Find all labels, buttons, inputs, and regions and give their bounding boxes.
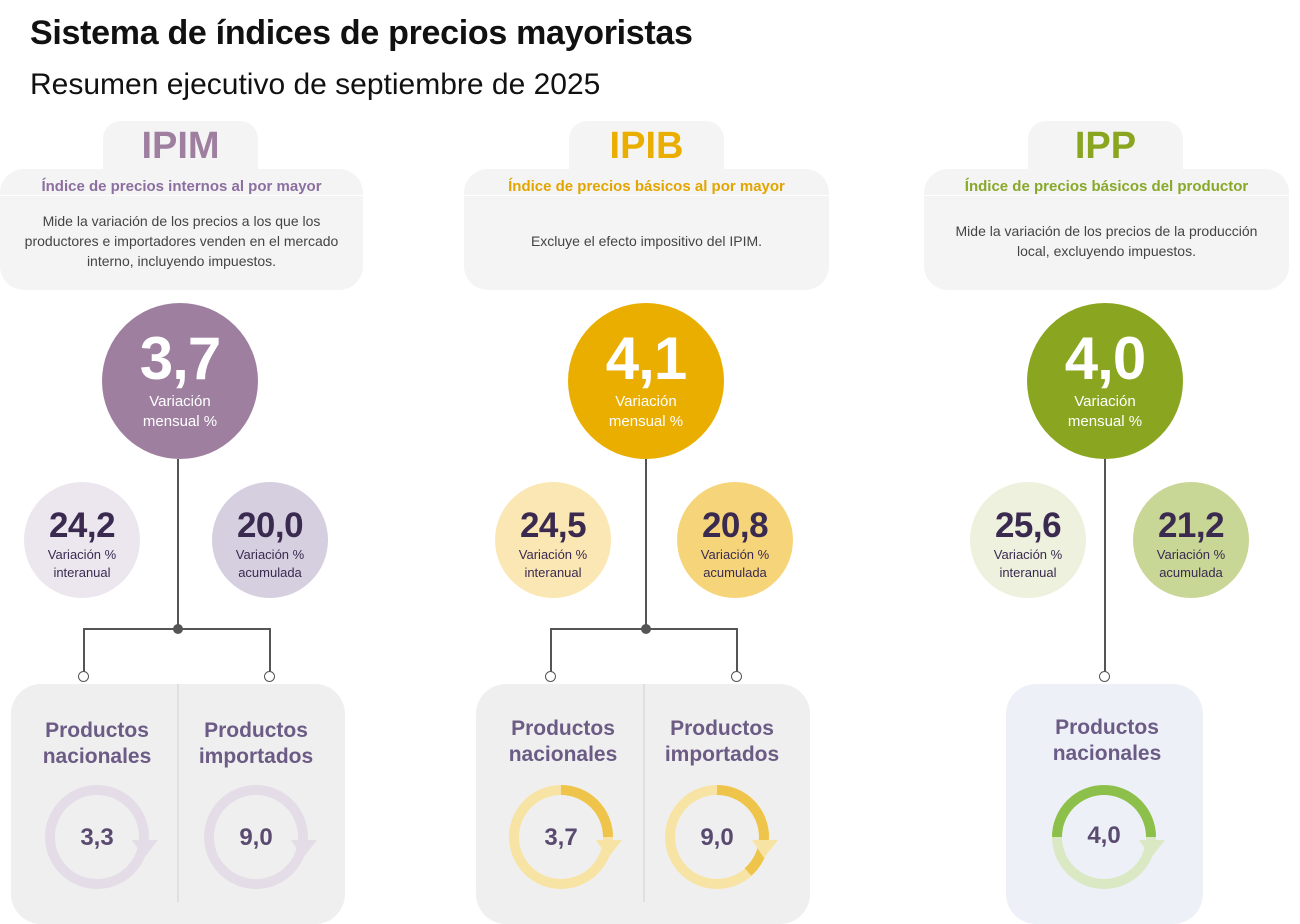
ipib-product-nacionales-label-2: nacionales — [508, 743, 618, 766]
ipib-yoy-label-2: interanual — [524, 565, 582, 580]
ipp-yoy-label: Variación % — [993, 547, 1063, 562]
ipim-name: Índice de precios internos al por mayor — [41, 178, 322, 195]
junction-dot — [641, 624, 651, 634]
ipib-monthly-circle: 4,1 Variación mensual % — [568, 303, 724, 459]
connector-line — [1104, 459, 1106, 672]
ipib-monthly-label-2: mensual % — [608, 413, 684, 430]
ipim-monthly-label: Variación — [149, 393, 211, 410]
ipib-product-importados-label: Productos importados — [637, 716, 807, 768]
ipp-ytd-circle: 21,2 Variación % acumulada — [1133, 482, 1249, 598]
ipim-ytd-label: Variación % — [235, 547, 305, 562]
ipib-nacionales-value: 3,7 — [544, 824, 578, 851]
ipp-monthly-label: Variación — [1074, 393, 1136, 410]
ipib-importados-gauge-icon — [665, 785, 778, 889]
ipib-product-importados-label-1: Productos — [670, 717, 774, 740]
ipp-monthly-value: 4,0 — [1064, 325, 1146, 392]
ipim-card: Índice de precios internos al por mayor … — [0, 169, 363, 290]
ipp-ytd-value: 21,2 — [1157, 506, 1225, 545]
ipim-product-importados-label-2: importados — [198, 745, 314, 768]
ipim-yoy-label-2: interanual — [53, 565, 111, 580]
ipib-product-nacionales-label-1: Productos — [511, 717, 615, 740]
connector-end — [78, 671, 89, 682]
ipp-nacionales-gauge-icon — [1052, 785, 1165, 889]
connector-end — [545, 671, 556, 682]
ipim-product-nacionales-label-2: nacionales — [42, 745, 152, 768]
ipib-ytd-value: 20,8 — [701, 506, 769, 545]
ipim-nacionales-gauge-icon — [45, 785, 158, 889]
junction-dot — [173, 624, 183, 634]
ipp-monthly-circle: 4,0 Variación mensual % — [1027, 303, 1183, 459]
ipim-monthly-circle: 3,7 Variación mensual % — [102, 303, 258, 459]
ipim-product-importados-label: Productos importados — [171, 718, 341, 770]
ipim-ytd-circle: 20,0 Variación % acumulada — [212, 482, 328, 598]
ipib-name: Índice de precios básicos al por mayor — [508, 178, 785, 195]
ipim-description: Mide la variación de los precios a los q… — [24, 213, 339, 269]
ipim-product-nacionales-label: Productos nacionales — [12, 718, 182, 770]
ipib-yoy-label: Variación % — [518, 547, 588, 562]
ipp-nacionales-value: 4,0 — [1087, 822, 1121, 849]
connector-line — [645, 459, 647, 629]
ipib-tab: IPIB — [569, 121, 724, 173]
ipp-description: Mide la variación de los precios de la p… — [955, 223, 1258, 259]
page-subtitle: Resumen ejecutivo de septiembre de 2025 — [30, 68, 601, 101]
ipim-monthly-value: 3,7 — [139, 325, 221, 392]
ipib-yoy-circle: 24,5 Variación % interanual — [495, 482, 611, 598]
connector-drop — [550, 628, 552, 672]
ipib-description: Excluye el efecto impositivo del IPIM. — [530, 233, 763, 249]
ipp-ytd-label-2: acumulada — [1159, 565, 1223, 580]
connector-end — [1099, 671, 1110, 682]
ipib-importados-value: 9,0 — [700, 824, 734, 851]
ipim-yoy-value: 24,2 — [48, 506, 116, 545]
ipim-ytd-label-2: acumulada — [238, 565, 302, 580]
ipib-monthly-label: Variación — [615, 393, 677, 410]
connector-drop — [736, 628, 738, 672]
ipib-product-importados-label-2: importados — [664, 743, 780, 766]
ipp-ytd-label: Variación % — [1156, 547, 1226, 562]
ipim-yoy-circle: 24,2 Variación % interanual — [24, 482, 140, 598]
ipib-yoy-value: 24,5 — [519, 506, 587, 545]
page-title: Sistema de índices de precios mayoristas — [30, 14, 693, 52]
divider — [643, 684, 645, 902]
ipp-product-nacionales-label-2: nacionales — [1052, 742, 1162, 765]
divider — [177, 684, 179, 902]
ipib-ytd-label: Variación % — [700, 547, 770, 562]
ipp-name: Índice de precios básicos del productor — [964, 178, 1249, 195]
ipim-product-importados-label-1: Productos — [204, 719, 308, 742]
ipim-product-nacionales-label-1: Productos — [45, 719, 149, 742]
connector-line — [177, 459, 179, 629]
ipim-tab: IPIM — [103, 121, 258, 173]
ipp-product-nacionales-label: Productos nacionales — [1022, 715, 1192, 767]
ipp-monthly-label-2: mensual % — [1067, 413, 1143, 430]
ipp-yoy-value: 25,6 — [994, 506, 1062, 545]
ipib-card: Índice de precios básicos al por mayor E… — [464, 169, 829, 290]
ipib-product-nacionales-label: Productos nacionales — [478, 716, 648, 768]
ipp-product-nacionales-label-1: Productos — [1055, 716, 1159, 739]
ipp-tab: IPP — [1028, 121, 1183, 173]
ipim-monthly-label-2: mensual % — [142, 413, 218, 430]
ipim-nacionales-value: 3,3 — [80, 824, 114, 851]
ipim-importados-gauge-icon — [204, 785, 317, 889]
ipim-ytd-value: 20,0 — [236, 506, 304, 545]
ipp-card: Índice de precios básicos del productor … — [924, 169, 1289, 290]
connector-end — [264, 671, 275, 682]
connector-end — [731, 671, 742, 682]
ipp-yoy-label-2: interanual — [999, 565, 1057, 580]
connector-drop — [269, 628, 271, 672]
ipib-nacionales-gauge-icon — [509, 785, 622, 889]
ipim-yoy-label: Variación % — [47, 547, 117, 562]
ipp-yoy-circle: 25,6 Variación % interanual — [970, 482, 1086, 598]
ipim-importados-value: 9,0 — [239, 824, 273, 851]
ipib-ytd-circle: 20,8 Variación % acumulada — [677, 482, 793, 598]
connector-drop — [83, 628, 85, 672]
ipib-ytd-label-2: acumulada — [703, 565, 767, 580]
ipib-monthly-value: 4,1 — [605, 325, 687, 392]
